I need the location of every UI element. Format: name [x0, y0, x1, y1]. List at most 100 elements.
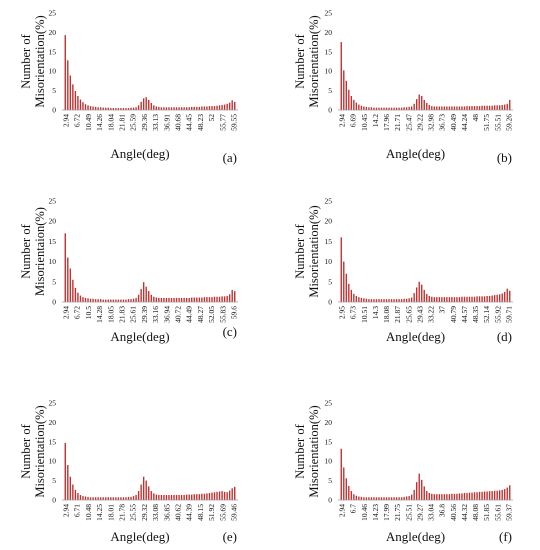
histogram-bar [385, 299, 388, 302]
histogram-bar [491, 105, 493, 110]
histogram-bar [405, 107, 408, 110]
x-tick-label: 55.77 [218, 114, 227, 131]
histogram-bar [340, 237, 342, 302]
x-tick-label: 18.04 [106, 114, 115, 131]
histogram-bar [125, 299, 127, 302]
x-tick-label: 29.43 [415, 306, 424, 323]
histogram-bar [461, 493, 463, 500]
x-tick-label: 18.01 [106, 504, 115, 521]
histogram-bar [223, 296, 226, 302]
histogram-bar [410, 106, 413, 110]
y-tick-label: 5 [328, 86, 332, 95]
x-tick-label: 52 [207, 114, 216, 122]
histogram-bar [132, 496, 135, 500]
histogram-bar [380, 497, 383, 500]
histogram-bar [183, 297, 185, 302]
x-axis-label: Angle(deg) [110, 529, 169, 544]
histogram-bar [441, 297, 443, 302]
x-tick-label: 6.69 [349, 114, 358, 127]
x-tick-label: 6.71 [73, 504, 82, 517]
histogram-bar [89, 298, 92, 302]
x-tick-label: 48.23 [196, 114, 205, 131]
histogram-bar [226, 103, 228, 110]
x-tick-label: 6.73 [349, 306, 358, 319]
histogram-bar [428, 295, 430, 302]
histogram-bar [410, 494, 413, 500]
histogram-bar [148, 99, 150, 110]
y-tick-label: 25 [49, 399, 57, 408]
histogram-bar [110, 497, 112, 500]
histogram-bar [155, 106, 158, 110]
histogram-bar [168, 297, 170, 302]
x-tick-label: 18.05 [106, 306, 115, 323]
histogram-bar [486, 105, 488, 110]
histogram-bar [82, 102, 84, 110]
x-tick-label: 14.23 [371, 504, 380, 521]
histogram-bar [203, 297, 206, 302]
histogram-bar [125, 497, 127, 500]
histogram-bar [448, 494, 451, 500]
histogram-bar [345, 273, 347, 302]
y-tick-label: 15 [49, 237, 57, 246]
histogram-bar [408, 106, 410, 110]
histogram-bar [501, 293, 503, 302]
x-tick-label: 29.22 [415, 114, 424, 131]
histogram-bar [117, 299, 120, 302]
histogram-bar [94, 106, 97, 110]
histogram-bar [175, 494, 178, 500]
histogram-bar [390, 107, 393, 110]
y-tick-label: 15 [49, 437, 57, 446]
x-tick-label: 51.75 [482, 114, 491, 131]
x-tick-label: 21.87 [393, 306, 402, 323]
histogram-bar [135, 107, 137, 110]
histogram-bar [478, 296, 481, 302]
histogram-bar [413, 489, 415, 500]
histogram-bar [120, 299, 122, 302]
histogram-bar [370, 107, 373, 110]
histogram-bar [413, 293, 415, 302]
histogram-bar [343, 467, 345, 500]
histogram-bar [509, 485, 511, 500]
histogram-bar [201, 297, 203, 302]
histogram-bar [471, 492, 473, 500]
histogram-bar [498, 294, 501, 302]
histogram-bar [471, 296, 473, 302]
y-tick-label: 0 [52, 106, 56, 115]
histogram-bar [431, 106, 433, 110]
histogram-bar [504, 291, 506, 302]
y-tick-label: 10 [49, 457, 57, 466]
x-tick-label: 2.94 [338, 114, 347, 127]
histogram-bar [400, 497, 403, 500]
histogram-bar [231, 289, 233, 302]
histogram-bar [385, 107, 388, 110]
histogram-bar [428, 493, 430, 500]
histogram-bar [468, 296, 471, 302]
histogram-bar [92, 497, 94, 500]
histogram-bar [185, 297, 188, 302]
x-tick-label: 55.92 [493, 306, 502, 323]
x-tick-label: 10.51 [360, 306, 369, 323]
histogram-bar [345, 80, 347, 110]
histogram-bar [380, 107, 383, 110]
histogram-bar [481, 105, 483, 110]
histogram-bar [375, 497, 378, 500]
histogram-bar [340, 42, 342, 110]
x-tick-label: 14.26 [95, 114, 104, 131]
histogram-bar [201, 493, 203, 500]
y-tick-label: 0 [328, 496, 332, 505]
histogram-bar [74, 489, 77, 500]
histogram-bar [115, 108, 117, 110]
histogram-bar [170, 107, 173, 110]
y-tick-label: 0 [52, 298, 56, 307]
x-tick-label: 52.14 [482, 306, 491, 323]
x-tick-label: 40.62 [174, 504, 183, 521]
histogram-bar [418, 473, 420, 500]
x-tick-label: 36.85 [162, 504, 171, 521]
x-tick-label: 40.49 [449, 114, 458, 131]
histogram-bar [145, 97, 147, 110]
y-tick-label: 15 [49, 47, 57, 56]
histogram-bar [405, 298, 408, 302]
y-axis-label-line1: Number of [19, 223, 33, 278]
histogram-bar [77, 96, 79, 110]
histogram-bar [218, 296, 221, 302]
